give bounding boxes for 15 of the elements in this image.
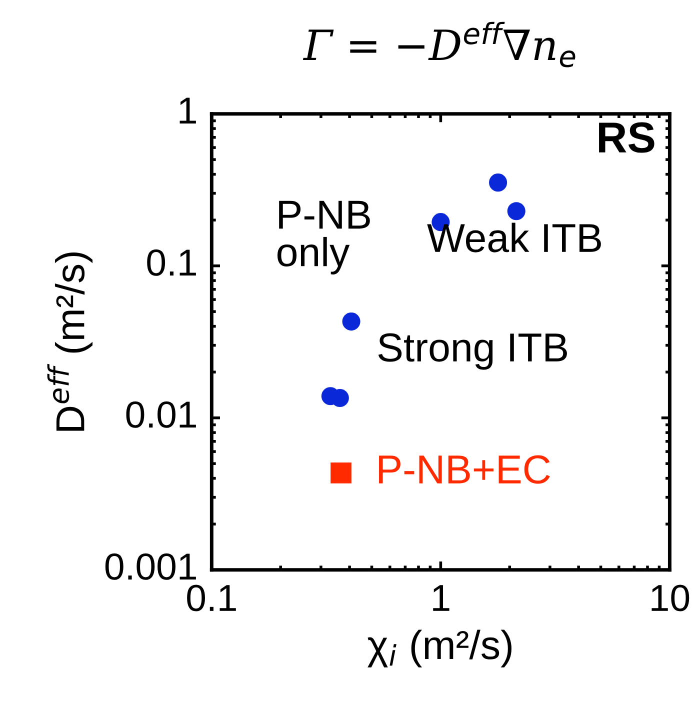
x-tick-label: 0.1 bbox=[187, 584, 236, 612]
annotation: Strong ITB bbox=[378, 333, 567, 370]
y-tick-label: 0.1 bbox=[147, 249, 196, 276]
x-tick-label: 1 bbox=[433, 585, 450, 611]
y-axis-title: D$^{eff}$ (m²/s) bbox=[47, 252, 93, 431]
x-axis-title: χ$_{i}$ (m²/s) bbox=[368, 630, 512, 668]
annotation: P-NB only bbox=[277, 200, 370, 274]
annotation: Weak ITB bbox=[427, 222, 601, 252]
series-label: P-NB+EC bbox=[379, 455, 550, 484]
y-tick-label: 0.001 bbox=[105, 553, 196, 580]
y-tick-label: 1 bbox=[180, 98, 196, 124]
chart-title: Γ = −D$^{eff}$∇n$_{e}$ bbox=[302, 22, 576, 68]
annotation: RS bbox=[599, 122, 654, 153]
x-tick-label: 10 bbox=[652, 584, 690, 612]
y-tick-label: 0.01 bbox=[126, 401, 196, 428]
